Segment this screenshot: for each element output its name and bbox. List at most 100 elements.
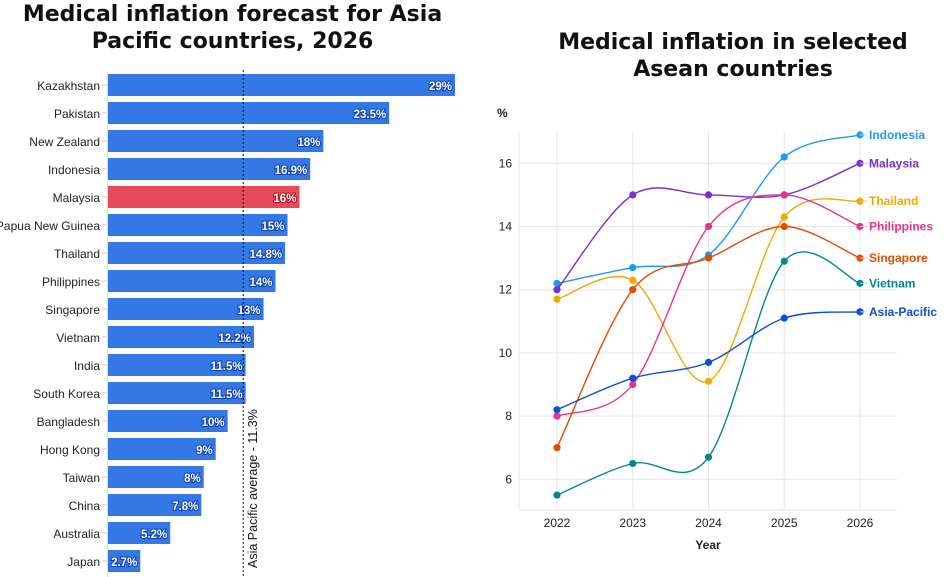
x-tick-label: 2023: [619, 516, 646, 530]
bar: [108, 158, 311, 180]
bar: [108, 242, 286, 264]
data-point: [780, 257, 788, 265]
data-point: [553, 286, 561, 294]
bar: [108, 550, 141, 572]
bar-value-label: 13%: [238, 305, 261, 317]
y-axis-title: %: [497, 106, 508, 120]
bar: [108, 74, 455, 96]
data-point: [629, 286, 637, 294]
bar: [108, 354, 246, 376]
bar-category-label: Taiwan: [63, 471, 100, 485]
bar-category-label: India: [74, 359, 100, 373]
data-point: [780, 153, 788, 161]
series-line-indonesia: [556, 134, 861, 285]
series-end-label: Thailand: [869, 194, 918, 208]
bar-category-label: Pakistan: [54, 107, 100, 121]
data-point: [629, 374, 637, 382]
bar-category-label: New Zealand: [29, 135, 100, 149]
series-end-label: Malaysia: [869, 156, 919, 170]
bar-category-label: Japan: [67, 555, 100, 569]
data-point: [629, 276, 637, 284]
bar-category-label: Australia: [53, 527, 100, 541]
y-tick-label: 10: [499, 346, 513, 360]
series-line-singapore: [556, 225, 861, 449]
bar: [108, 494, 202, 516]
data-point: [553, 406, 561, 414]
bar-value-label: 29%: [429, 81, 452, 93]
data-point: [704, 377, 713, 385]
series-line-philippines: [556, 194, 861, 417]
bar: [108, 186, 300, 208]
x-axis-title: Year: [695, 538, 721, 552]
data-point: [704, 254, 713, 262]
data-point: [629, 191, 637, 199]
bar-category-label: Singapore: [45, 303, 100, 317]
x-tick-label: 2022: [544, 516, 571, 530]
y-tick-label: 14: [499, 220, 513, 234]
bar: [108, 130, 324, 152]
series-end-label: Indonesia: [869, 128, 925, 142]
bar: [108, 382, 246, 404]
y-tick-label: 8: [505, 409, 512, 423]
data-point: [780, 222, 788, 231]
bar-value-label: 12.2%: [218, 333, 251, 345]
data-point: [780, 314, 788, 322]
bar-value-label: 5.2%: [141, 529, 167, 541]
data-point: [780, 213, 788, 221]
x-tick-label: 2024: [695, 516, 722, 530]
bar-value-label: 15%: [261, 221, 284, 233]
data-point: [629, 263, 637, 272]
bar-chart-title: Medical inflation forecast for Asia Paci…: [22, 2, 443, 54]
bar-category-label: Philippines: [42, 275, 100, 289]
bar: [108, 438, 216, 460]
bar-value-label: 9%: [196, 445, 213, 457]
series-end-label: Philippines: [869, 220, 933, 234]
line-chart-title: Medical inflation in selected Asean coun…: [558, 30, 908, 82]
bar-category-label: Indonesia: [48, 163, 100, 177]
bar-value-label: 10%: [202, 417, 225, 429]
bar-category-label: China: [69, 499, 101, 513]
x-tick-label: 2025: [771, 516, 798, 530]
data-point: [704, 453, 713, 461]
bar-category-label: Malaysia: [53, 191, 101, 205]
bar-value-label: 23.5%: [354, 109, 387, 121]
bar-value-label: 14%: [249, 277, 272, 289]
bar: [108, 410, 228, 432]
data-point: [553, 295, 561, 303]
bar: [108, 298, 264, 320]
series-end-label: Asia-Pacific: [869, 305, 937, 319]
data-point: [553, 412, 561, 420]
bar-value-label: 18%: [297, 137, 320, 149]
bar-value-label: 16%: [273, 193, 296, 205]
bar-category-label: Thailand: [54, 247, 100, 261]
data-point: [704, 191, 713, 199]
bar-category-label: South Korea: [33, 387, 100, 401]
bar-value-label: 7.8%: [172, 501, 198, 513]
data-point: [553, 491, 561, 499]
data-point: [704, 358, 713, 366]
series-end-label: Singapore: [869, 251, 928, 265]
y-tick-label: 16: [499, 156, 513, 170]
reference-line-label: Asia Pacific average - 11.3%: [246, 409, 260, 568]
bar-category-label: Vietnam: [56, 331, 100, 345]
bar-value-label: 2.7%: [111, 557, 137, 569]
bar-category-label: Bangladesh: [37, 415, 100, 429]
bar-category-label: Papua New Guinea: [0, 219, 100, 233]
bar-category-label: Hong Kong: [40, 443, 100, 457]
bar: [108, 466, 204, 488]
bar: [108, 214, 288, 236]
data-point: [629, 459, 637, 468]
bar-value-label: 16.9%: [275, 165, 308, 177]
y-tick-label: 12: [499, 283, 513, 297]
bar-category-label: Kazakhstan: [37, 79, 100, 93]
bar: [108, 522, 171, 544]
data-point: [629, 380, 637, 389]
series-line-vietnam: [556, 251, 861, 496]
bar-value-label: 11.5%: [211, 361, 243, 373]
data-point: [553, 279, 561, 287]
bar: [108, 326, 254, 348]
bar-value-label: 11.5%: [211, 389, 243, 401]
data-point: [780, 191, 788, 199]
series-end-label: Vietnam: [869, 276, 915, 290]
